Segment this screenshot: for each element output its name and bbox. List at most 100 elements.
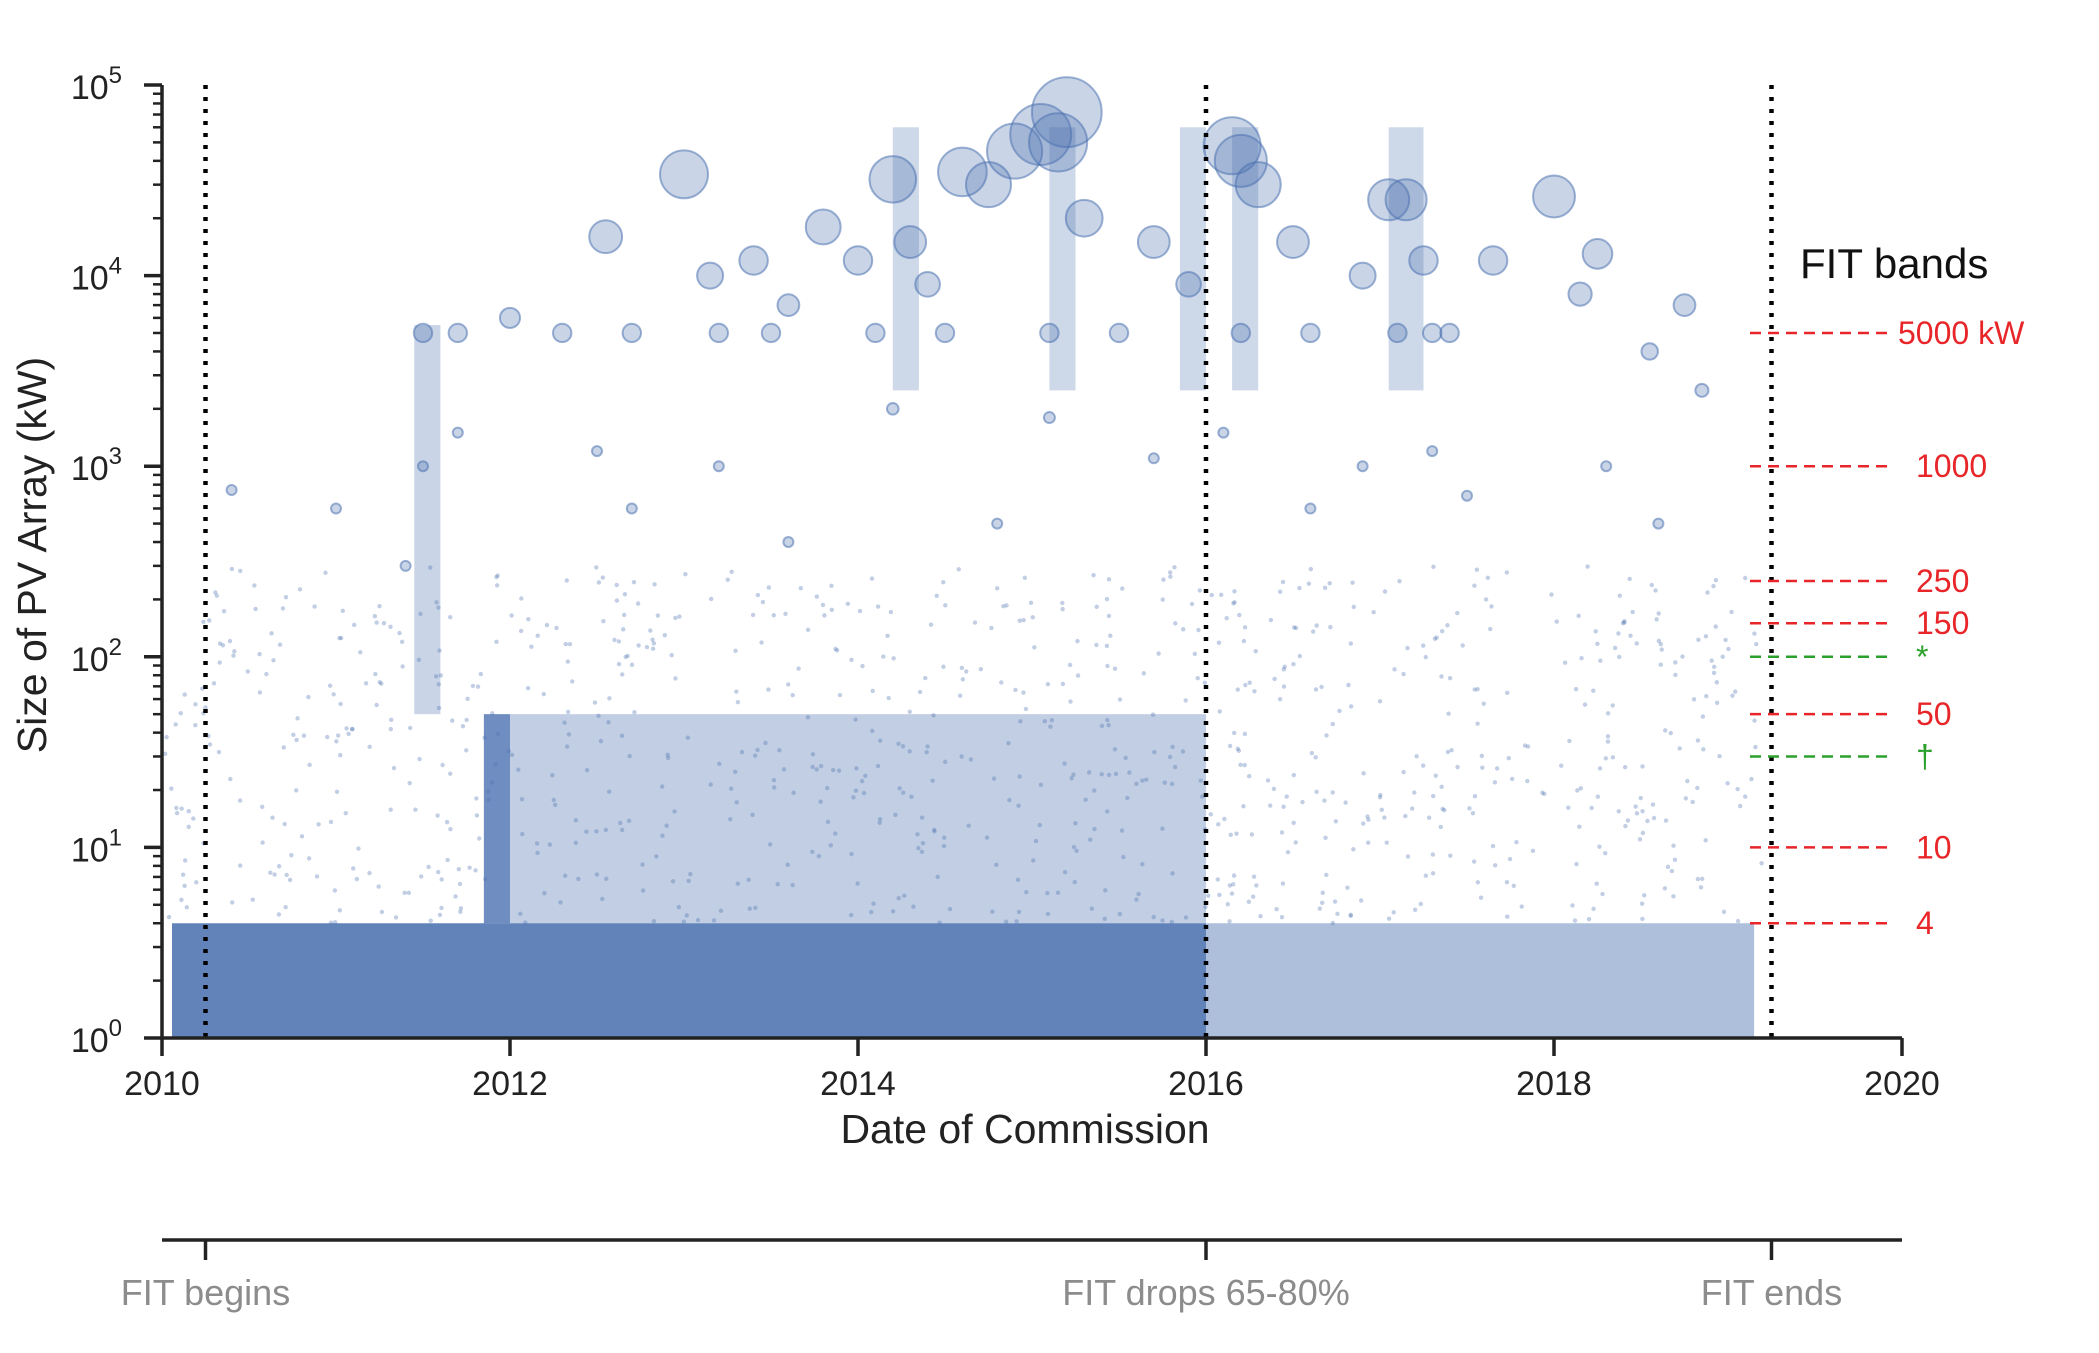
background-point [221,608,227,614]
background-point [327,683,333,688]
background-point [1075,673,1081,678]
background-point [1471,859,1477,864]
background-point [1125,795,1130,801]
background-point [1522,743,1528,748]
background-point [282,821,287,827]
background-point [625,653,630,659]
background-point [1505,690,1510,696]
background-point [959,665,965,671]
background-point [486,797,491,803]
background-point [474,813,480,818]
background-point [1603,756,1609,761]
background-point [686,878,691,884]
background-point [1640,830,1646,836]
scatter-point [1600,460,1613,473]
dense-band-small-pre-2016 [172,923,1206,1038]
background-point [335,733,341,738]
background-point [1673,660,1678,665]
background-point [614,598,620,603]
background-point [541,691,546,697]
background-point [1168,574,1173,579]
background-point [495,573,500,578]
background-point [191,816,196,821]
background-point [881,654,886,659]
background-point [1641,893,1647,898]
background-point [464,717,469,723]
background-point [1445,623,1450,628]
background-point [746,877,751,883]
background-point [888,609,894,615]
background-point [966,823,971,829]
background-point [1701,747,1706,752]
background-point [182,883,187,889]
background-point [654,854,659,859]
background-point [416,657,422,662]
background-point [1330,721,1335,727]
background-point [791,790,796,796]
background-point [542,890,547,896]
background-point [1092,788,1097,793]
background-point [276,864,282,869]
background-point [520,831,525,837]
background-point [550,773,555,778]
background-point [1136,891,1141,897]
background-point [830,767,836,773]
background-point [1086,770,1092,775]
background-point [1351,604,1357,610]
scatter-point [588,219,624,255]
scatter-point [1426,445,1439,458]
background-point [999,680,1004,685]
background-point [283,595,289,600]
background-point [1060,600,1065,606]
background-point [1004,603,1009,608]
background-point [367,870,372,876]
background-point [650,646,656,651]
background-point [1108,633,1113,638]
background-point [1492,863,1498,868]
scatter-point [1147,452,1160,465]
background-point [1197,588,1203,593]
background-point [820,602,826,608]
background-point [1593,629,1598,634]
background-point [1700,714,1706,719]
background-point [1314,789,1319,795]
background-point [1099,723,1105,729]
background-point [1160,918,1165,923]
scatter-point [1408,245,1439,276]
background-point [1156,651,1161,656]
background-point [495,731,501,736]
background-point [232,649,237,654]
background-point [566,732,572,737]
background-point [269,631,274,636]
background-point [1238,762,1243,768]
background-point [1671,843,1676,848]
background-point [314,874,320,879]
background-point [1439,784,1444,789]
background-point [676,904,682,910]
background-point [268,870,273,875]
background-point [1293,840,1298,845]
background-point [781,767,787,772]
background-point [1714,700,1720,705]
background-point [891,656,896,661]
background-point [771,777,777,783]
background-point [1455,764,1460,770]
background-point [600,896,605,902]
background-point [1037,822,1042,828]
background-point [1616,809,1621,814]
background-point [636,643,641,648]
background-point [1049,718,1055,723]
background-point [1386,916,1392,921]
background-point [1721,909,1727,914]
background-point [1414,754,1419,759]
background-point [1071,772,1076,777]
background-point [567,642,573,647]
background-point [367,744,372,749]
background-point [1003,919,1009,924]
background-point [1603,851,1608,856]
background-point [1232,589,1237,594]
background-point [477,836,482,841]
background-point [1616,631,1621,636]
background-point [448,826,453,832]
y-tick-label: 103 [71,443,122,488]
